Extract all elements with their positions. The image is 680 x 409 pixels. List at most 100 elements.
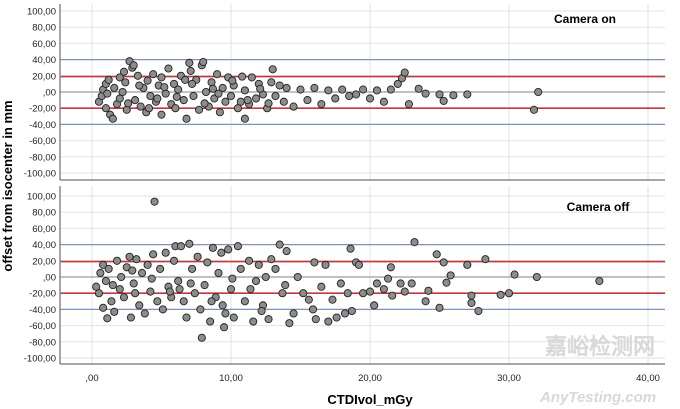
data-point bbox=[179, 96, 188, 105]
data-point bbox=[229, 313, 238, 322]
y-axis-title: offset from isocenter in mm bbox=[0, 100, 15, 271]
data-point bbox=[156, 264, 165, 273]
data-point bbox=[281, 281, 290, 290]
data-point bbox=[207, 78, 216, 87]
data-point bbox=[147, 274, 156, 283]
data-point bbox=[185, 239, 194, 248]
y-tick-label: -40,00 bbox=[29, 305, 56, 316]
data-point bbox=[226, 285, 236, 294]
y-tick-label: 100,00 bbox=[27, 7, 56, 18]
watermark-en: AnyTesting.com bbox=[539, 389, 656, 406]
data-point bbox=[279, 97, 288, 106]
data-point bbox=[249, 317, 258, 326]
data-point bbox=[94, 289, 103, 298]
x-tick-label: 30,00 bbox=[497, 373, 521, 384]
data-point bbox=[285, 319, 294, 328]
data-point bbox=[104, 264, 113, 273]
data-point bbox=[317, 100, 326, 109]
data-point bbox=[193, 252, 202, 261]
data-point bbox=[117, 272, 126, 282]
data-point bbox=[296, 85, 305, 94]
data-point bbox=[236, 97, 245, 106]
data-point bbox=[149, 70, 158, 79]
data-point bbox=[176, 242, 186, 251]
data-point bbox=[289, 309, 298, 318]
y-tick-label: 60,00 bbox=[32, 39, 56, 50]
panel-label: Camera on bbox=[554, 12, 616, 26]
data-point bbox=[161, 89, 170, 98]
data-point bbox=[200, 281, 209, 290]
data-point bbox=[474, 306, 483, 316]
y-tick-label: -20,00 bbox=[29, 104, 56, 115]
y-tick-label: 60,00 bbox=[32, 224, 56, 235]
data-point bbox=[240, 86, 249, 95]
data-point bbox=[372, 86, 382, 95]
data-point bbox=[449, 91, 458, 100]
y-tick-label: 20,00 bbox=[32, 71, 56, 82]
data-point bbox=[119, 293, 129, 302]
data-point bbox=[529, 105, 539, 114]
watermark-cn: 嘉峪检测网 bbox=[545, 334, 655, 359]
data-point bbox=[214, 89, 223, 98]
y-tick-label: -60,00 bbox=[29, 321, 56, 332]
data-point bbox=[379, 285, 388, 294]
data-point bbox=[264, 315, 273, 324]
y-tick-label: -100,00 bbox=[24, 354, 56, 365]
data-point bbox=[338, 85, 347, 94]
data-point bbox=[332, 313, 341, 322]
data-point bbox=[439, 258, 448, 267]
data-point bbox=[414, 84, 423, 93]
data-point bbox=[372, 279, 382, 288]
data-point bbox=[157, 73, 166, 82]
data-point bbox=[194, 105, 204, 114]
data-point bbox=[218, 301, 227, 310]
data-point bbox=[303, 96, 312, 105]
data-point bbox=[365, 94, 375, 103]
data-point bbox=[215, 108, 224, 117]
data-point bbox=[132, 255, 141, 264]
data-point bbox=[304, 295, 313, 304]
data-point bbox=[118, 87, 127, 97]
data-point bbox=[196, 305, 205, 314]
data-point bbox=[207, 297, 216, 306]
data-point bbox=[289, 102, 298, 111]
data-point bbox=[481, 255, 490, 264]
data-point bbox=[247, 73, 256, 82]
data-point bbox=[129, 61, 138, 70]
data-point bbox=[171, 104, 180, 113]
y-tick-label: 40,00 bbox=[32, 55, 56, 66]
data-point bbox=[208, 243, 217, 252]
x-tick-label: 10,00 bbox=[219, 373, 243, 384]
y-tick-label: 80,00 bbox=[32, 208, 56, 219]
data-point bbox=[328, 295, 337, 304]
y-tick-label: -80,00 bbox=[29, 152, 56, 163]
data-point bbox=[504, 289, 514, 298]
y-tick-label: 100,00 bbox=[27, 192, 56, 203]
data-point bbox=[143, 260, 152, 269]
data-point bbox=[424, 286, 433, 295]
data-point bbox=[140, 309, 149, 318]
data-point bbox=[164, 64, 173, 73]
data-point bbox=[267, 255, 276, 264]
data-point bbox=[186, 66, 195, 75]
data-point bbox=[221, 309, 230, 318]
data-point bbox=[165, 287, 174, 296]
data-point bbox=[217, 248, 226, 257]
data-point bbox=[311, 315, 320, 324]
data-point bbox=[233, 242, 242, 251]
data-point bbox=[115, 285, 124, 294]
data-point bbox=[108, 281, 117, 290]
data-point bbox=[115, 73, 124, 82]
data-point bbox=[228, 274, 237, 283]
data-point bbox=[179, 297, 188, 306]
data-point bbox=[331, 94, 340, 103]
data-point bbox=[379, 97, 388, 106]
data-point bbox=[96, 268, 105, 278]
data-point bbox=[343, 289, 352, 298]
data-point bbox=[236, 264, 245, 273]
data-point bbox=[439, 96, 448, 105]
data-point bbox=[410, 238, 419, 247]
data-point bbox=[384, 274, 393, 283]
data-point bbox=[144, 104, 154, 113]
